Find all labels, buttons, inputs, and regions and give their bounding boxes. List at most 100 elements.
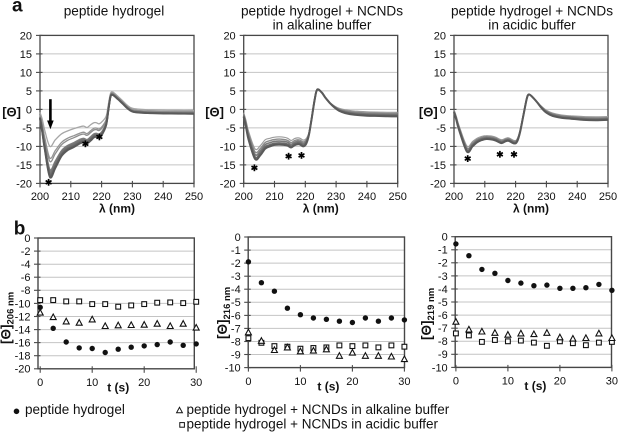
svg-text:15: 15 [20, 49, 32, 61]
svg-text:15: 15 [434, 49, 446, 61]
svg-text:-5: -5 [231, 297, 241, 309]
svg-text:250: 250 [185, 191, 203, 203]
svg-text:-5: -5 [22, 123, 32, 135]
svg-text:λ (nm): λ (nm) [513, 201, 549, 215]
svg-text:20: 20 [20, 30, 32, 42]
svg-text:210: 210 [265, 191, 283, 203]
svg-text:20: 20 [434, 30, 446, 42]
svg-text:[Θ]: [Θ] [205, 104, 224, 119]
svg-text:-14: -14 [15, 325, 31, 337]
svg-text:220: 220 [506, 191, 524, 203]
svg-text:-4: -4 [21, 259, 31, 271]
svg-text:5: 5 [440, 86, 446, 98]
svg-text:-4: -4 [438, 284, 448, 296]
svg-text:t (s): t (s) [107, 381, 129, 395]
svg-text:[Θ]: [Θ] [419, 104, 438, 119]
svg-text:a: a [12, 0, 23, 16]
svg-text:0: 0 [37, 377, 43, 389]
svg-text:5: 5 [26, 86, 32, 98]
svg-text:-7: -7 [231, 323, 241, 335]
svg-text:230: 230 [327, 191, 345, 203]
svg-text:-6: -6 [231, 310, 241, 322]
svg-text:-5: -5 [436, 123, 446, 135]
svg-text:-20: -20 [430, 178, 446, 190]
svg-text:0: 0 [440, 104, 446, 116]
svg-text:15: 15 [223, 49, 235, 61]
svg-text:t (s): t (s) [524, 379, 546, 393]
svg-text:240: 240 [154, 191, 172, 203]
svg-text:200: 200 [235, 191, 253, 203]
svg-text:220: 220 [92, 191, 110, 203]
svg-text:0: 0 [442, 232, 448, 244]
svg-text:210: 210 [62, 191, 80, 203]
svg-text:10: 10 [223, 67, 235, 79]
svg-text:-6: -6 [438, 310, 448, 322]
svg-text:-20: -20 [220, 178, 236, 190]
svg-text:-6: -6 [21, 272, 31, 284]
svg-text:λ (nm): λ (nm) [303, 201, 339, 215]
svg-text:30: 30 [190, 377, 202, 389]
svg-text:λ (nm): λ (nm) [99, 201, 135, 215]
svg-text:b: b [14, 219, 26, 240]
svg-text:0: 0 [453, 376, 459, 388]
svg-text:-20: -20 [15, 364, 31, 376]
svg-text:in acidic buffer: in acidic buffer [488, 17, 576, 32]
svg-text:-15: -15 [16, 160, 32, 172]
svg-text:20: 20 [346, 376, 358, 388]
svg-text:-5: -5 [226, 123, 236, 135]
svg-text:-4: -4 [231, 284, 241, 296]
svg-text:200: 200 [445, 191, 463, 203]
svg-text:10: 10 [434, 67, 446, 79]
svg-text:-8: -8 [438, 336, 448, 348]
svg-text:-10: -10 [430, 141, 446, 153]
svg-text:-1: -1 [438, 245, 448, 257]
svg-text:0: 0 [26, 104, 32, 116]
svg-text:peptide hydrogel + NCNDs in al: peptide hydrogel + NCNDs in alkaline buf… [187, 402, 450, 417]
svg-text:-3: -3 [438, 271, 448, 283]
svg-text:-5: -5 [438, 297, 448, 309]
svg-text:30: 30 [606, 376, 618, 388]
svg-text:-2: -2 [438, 258, 448, 270]
svg-text:-16: -16 [15, 338, 31, 350]
svg-text:10: 10 [20, 67, 32, 79]
svg-text:-2: -2 [231, 258, 241, 270]
svg-text:20: 20 [138, 377, 150, 389]
svg-text:peptide hydrogel + NCNDs: peptide hydrogel + NCNDs [241, 3, 403, 18]
svg-text:-2: -2 [21, 246, 31, 258]
svg-text:230: 230 [123, 191, 141, 203]
svg-text:-15: -15 [220, 160, 236, 172]
svg-text:peptide hydrogel + NCNDs in ac: peptide hydrogel + NCNDs in acidic buffe… [187, 417, 439, 432]
svg-text:[Θ]: [Θ] [2, 104, 21, 119]
svg-text:-8: -8 [21, 285, 31, 297]
svg-text:peptide hydrogel: peptide hydrogel [25, 402, 125, 417]
svg-text:-10: -10 [432, 362, 448, 374]
svg-text:0: 0 [235, 232, 241, 244]
svg-text:220: 220 [296, 191, 314, 203]
svg-text:-7: -7 [438, 323, 448, 335]
svg-text:20: 20 [554, 376, 566, 388]
svg-text:-10: -10 [15, 298, 31, 310]
svg-text:-9: -9 [231, 349, 241, 361]
svg-text:10: 10 [86, 377, 98, 389]
svg-text:240: 240 [568, 191, 586, 203]
svg-text:peptide hydrogel: peptide hydrogel [64, 3, 165, 18]
svg-text:0: 0 [24, 233, 30, 245]
svg-text:-20: -20 [16, 178, 32, 190]
svg-text:-15: -15 [430, 160, 446, 172]
svg-text:-10: -10 [225, 363, 241, 375]
svg-text:-9: -9 [438, 349, 448, 361]
svg-text:0: 0 [245, 376, 251, 388]
svg-text:200: 200 [31, 191, 49, 203]
svg-text:-18: -18 [15, 351, 31, 363]
svg-text:210: 210 [476, 191, 494, 203]
svg-text:-1: -1 [231, 245, 241, 257]
svg-text:10: 10 [502, 376, 514, 388]
svg-text:-8: -8 [231, 336, 241, 348]
svg-text:30: 30 [398, 376, 410, 388]
svg-text:-10: -10 [220, 141, 236, 153]
svg-text:-12: -12 [15, 311, 31, 323]
svg-text:240: 240 [358, 191, 376, 203]
svg-text:in alkaline buffer: in alkaline buffer [273, 17, 372, 32]
svg-text:5: 5 [230, 86, 236, 98]
svg-text:-3: -3 [231, 271, 241, 283]
